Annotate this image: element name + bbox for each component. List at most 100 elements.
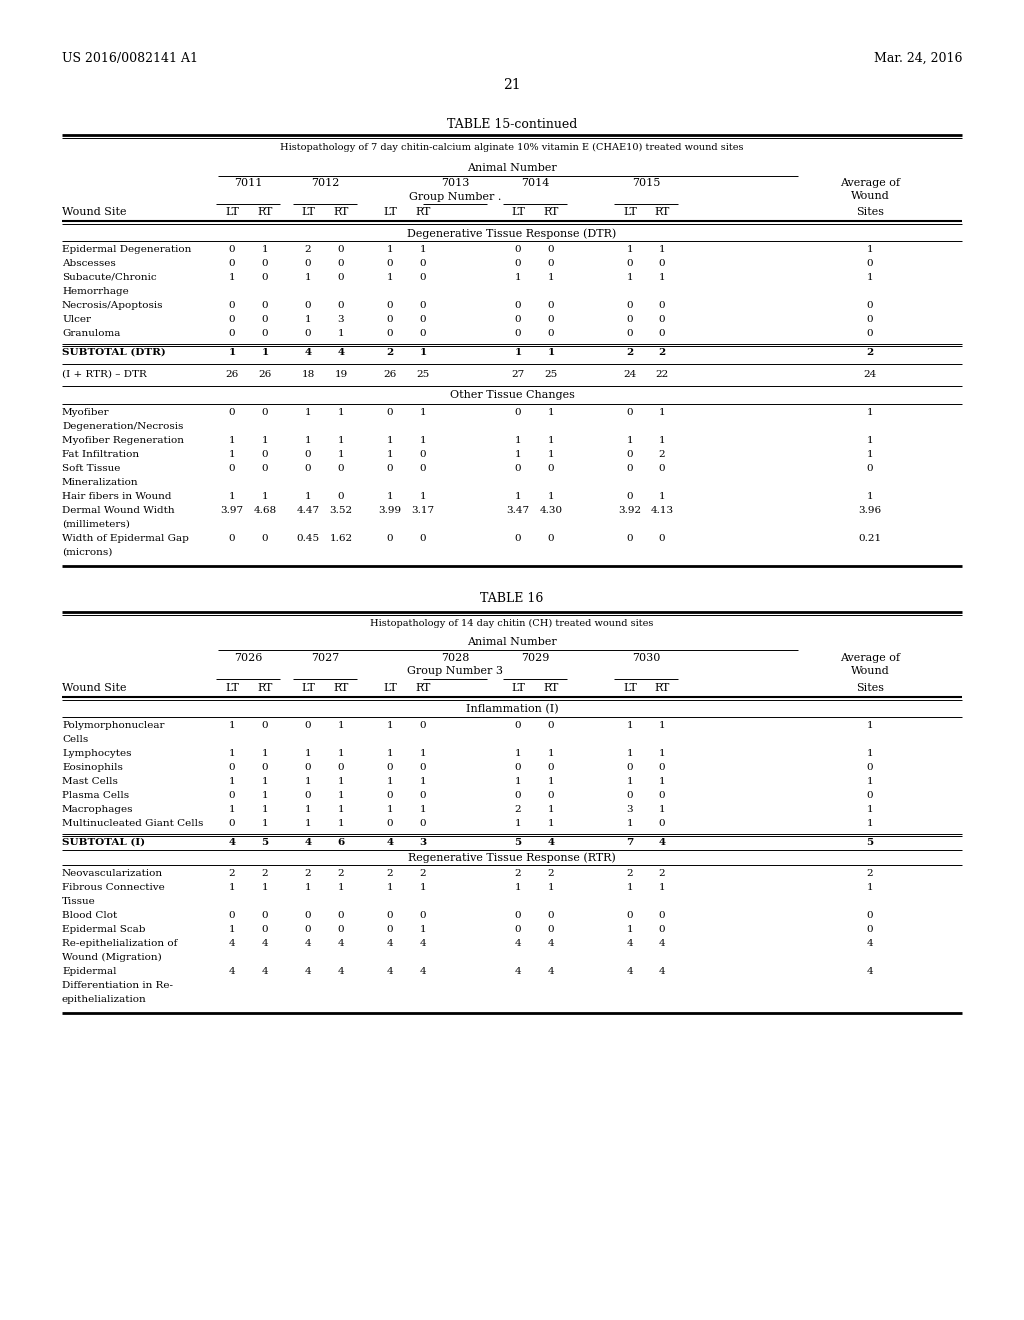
Text: 1: 1 <box>627 436 633 445</box>
Text: 2: 2 <box>658 450 666 459</box>
Text: 7: 7 <box>627 838 634 847</box>
Text: 0: 0 <box>262 465 268 473</box>
Text: 1: 1 <box>338 436 344 445</box>
Text: 4: 4 <box>262 939 268 948</box>
Text: 1: 1 <box>262 818 268 828</box>
Text: 0: 0 <box>866 329 873 338</box>
Text: 0: 0 <box>228 408 236 417</box>
Text: 2: 2 <box>658 869 666 878</box>
Text: 0: 0 <box>228 763 236 772</box>
Text: 4: 4 <box>305 968 311 975</box>
Text: 1: 1 <box>658 883 666 892</box>
Text: 1: 1 <box>548 748 554 758</box>
Text: 1: 1 <box>658 748 666 758</box>
Text: 0: 0 <box>420 721 426 730</box>
Text: 1: 1 <box>261 348 268 356</box>
Text: 7014: 7014 <box>521 178 549 187</box>
Text: 0: 0 <box>387 315 393 323</box>
Text: 3: 3 <box>420 838 427 847</box>
Text: 4: 4 <box>658 838 666 847</box>
Text: 4: 4 <box>228 968 236 975</box>
Text: 4: 4 <box>305 939 311 948</box>
Text: 5: 5 <box>261 838 268 847</box>
Text: 4: 4 <box>387 939 393 948</box>
Text: 0: 0 <box>305 450 311 459</box>
Text: 0: 0 <box>387 763 393 772</box>
Text: Necrosis/Apoptosis: Necrosis/Apoptosis <box>62 301 164 310</box>
Text: 7028: 7028 <box>440 653 469 663</box>
Text: 1: 1 <box>387 748 393 758</box>
Text: 0: 0 <box>420 763 426 772</box>
Text: 4: 4 <box>262 968 268 975</box>
Text: 0: 0 <box>305 791 311 800</box>
Text: 0: 0 <box>387 329 393 338</box>
Text: 1: 1 <box>305 818 311 828</box>
Text: 1: 1 <box>866 883 873 892</box>
Text: Wound Site: Wound Site <box>62 682 127 693</box>
Text: 1: 1 <box>866 805 873 814</box>
Text: 1: 1 <box>262 748 268 758</box>
Text: 0: 0 <box>548 465 554 473</box>
Text: 4: 4 <box>387 968 393 975</box>
Text: 0: 0 <box>658 925 666 935</box>
Text: Degenerative Tissue Response (DTR): Degenerative Tissue Response (DTR) <box>408 228 616 239</box>
Text: 3.52: 3.52 <box>330 506 352 515</box>
Text: 0: 0 <box>515 246 521 253</box>
Text: Histopathology of 7 day chitin-calcium alginate 10% vitamin E (CHAE10) treated w: Histopathology of 7 day chitin-calcium a… <box>281 143 743 152</box>
Text: 4: 4 <box>548 939 554 948</box>
Text: 1: 1 <box>387 883 393 892</box>
Text: Abscesses: Abscesses <box>62 259 116 268</box>
Text: RT: RT <box>334 682 349 693</box>
Text: Epidermal: Epidermal <box>62 968 117 975</box>
Text: 2: 2 <box>387 869 393 878</box>
Text: Histopathology of 14 day chitin (CH) treated wound sites: Histopathology of 14 day chitin (CH) tre… <box>371 619 653 628</box>
Text: 0: 0 <box>420 465 426 473</box>
Text: 7030: 7030 <box>632 653 660 663</box>
Text: Wound (Migration): Wound (Migration) <box>62 953 162 962</box>
Text: Soft Tissue: Soft Tissue <box>62 465 121 473</box>
Text: 0: 0 <box>262 329 268 338</box>
Text: 1: 1 <box>387 450 393 459</box>
Text: 1: 1 <box>866 777 873 785</box>
Text: LT: LT <box>623 207 637 216</box>
Text: 4.30: 4.30 <box>540 506 562 515</box>
Text: 0: 0 <box>387 818 393 828</box>
Text: 1: 1 <box>305 273 311 282</box>
Text: Mineralization: Mineralization <box>62 478 138 487</box>
Text: RT: RT <box>257 207 272 216</box>
Text: 1: 1 <box>658 246 666 253</box>
Text: 1: 1 <box>338 408 344 417</box>
Text: 1: 1 <box>548 408 554 417</box>
Text: RT: RT <box>257 682 272 693</box>
Text: 1: 1 <box>338 818 344 828</box>
Text: 0: 0 <box>866 763 873 772</box>
Text: 21: 21 <box>503 78 521 92</box>
Text: 1: 1 <box>866 818 873 828</box>
Text: 0: 0 <box>658 301 666 310</box>
Text: Epidermal Scab: Epidermal Scab <box>62 925 145 935</box>
Text: 1: 1 <box>515 273 521 282</box>
Text: LT: LT <box>301 207 315 216</box>
Text: 0: 0 <box>515 535 521 543</box>
Text: 0: 0 <box>338 911 344 920</box>
Text: 1.62: 1.62 <box>330 535 352 543</box>
Text: 4: 4 <box>658 968 666 975</box>
Text: Animal Number: Animal Number <box>467 638 557 647</box>
Text: Differentiation in Re-: Differentiation in Re- <box>62 981 173 990</box>
Text: 1: 1 <box>305 492 311 502</box>
Text: 4: 4 <box>304 838 311 847</box>
Text: 0: 0 <box>338 465 344 473</box>
Text: 0: 0 <box>627 329 633 338</box>
Text: 2: 2 <box>515 805 521 814</box>
Text: TABLE 16: TABLE 16 <box>480 591 544 605</box>
Text: 0: 0 <box>866 259 873 268</box>
Text: LT: LT <box>511 682 525 693</box>
Text: 0: 0 <box>420 818 426 828</box>
Text: 0: 0 <box>548 911 554 920</box>
Text: 1: 1 <box>627 246 633 253</box>
Text: 1: 1 <box>387 777 393 785</box>
Text: 2: 2 <box>548 869 554 878</box>
Text: 0: 0 <box>262 925 268 935</box>
Text: US 2016/0082141 A1: US 2016/0082141 A1 <box>62 51 198 65</box>
Text: 1: 1 <box>548 805 554 814</box>
